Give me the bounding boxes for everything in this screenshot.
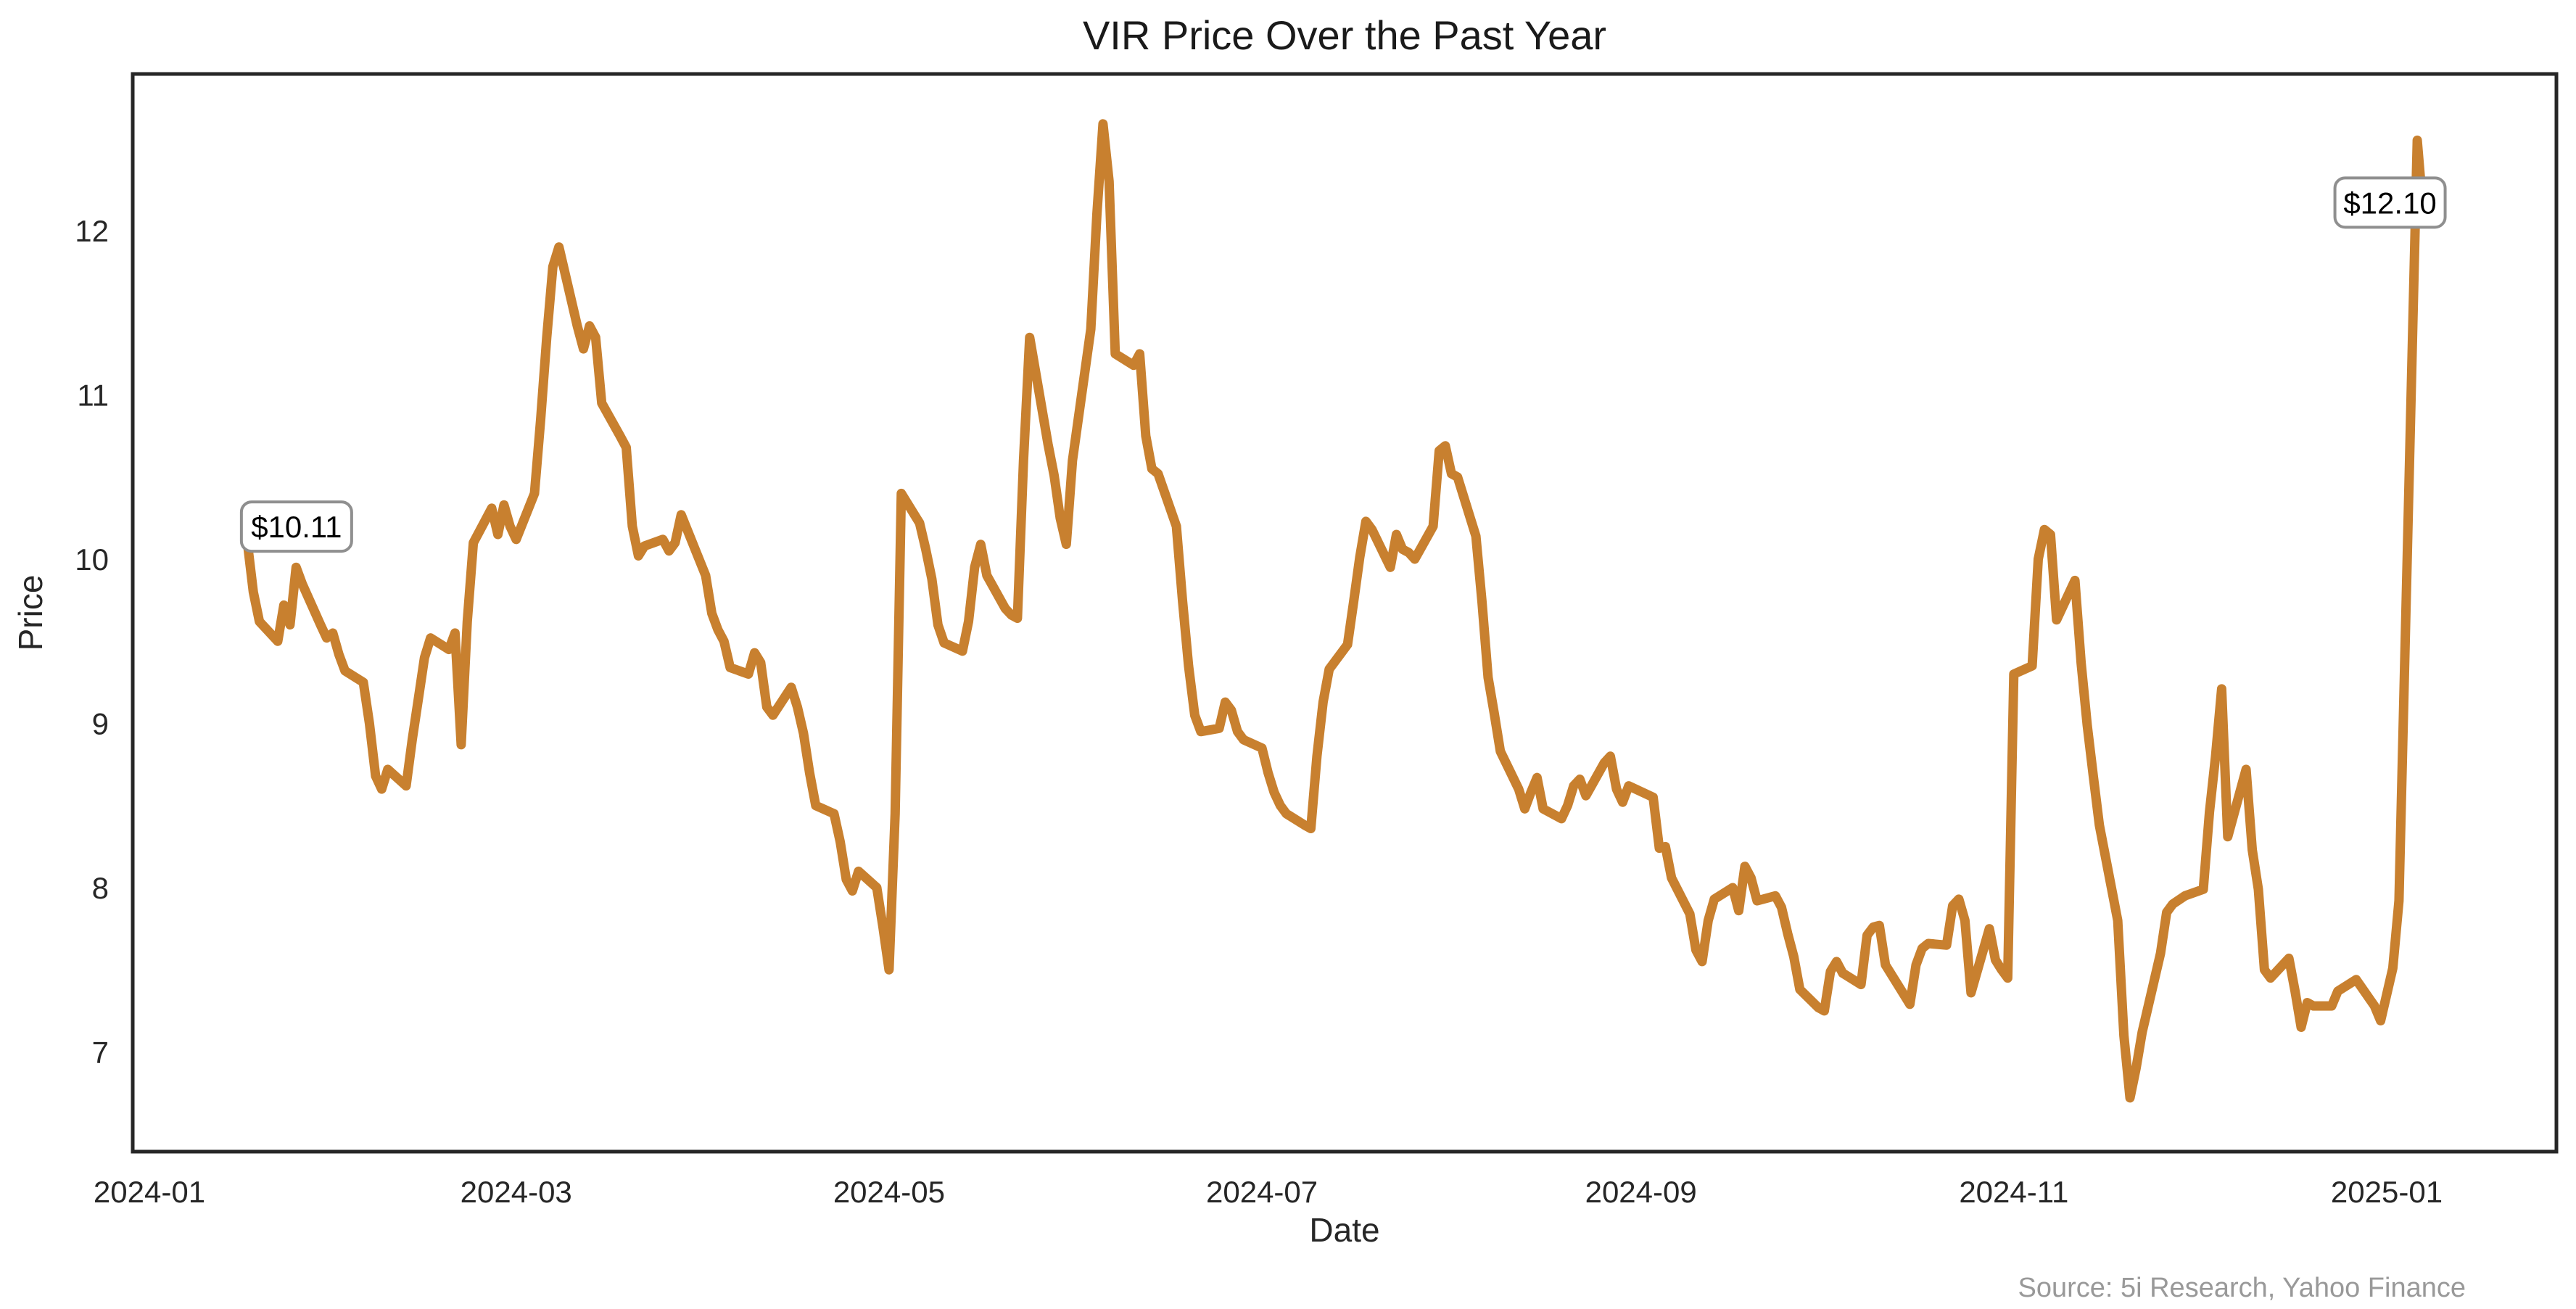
x-tick-label: 2024-09 (1585, 1175, 1697, 1209)
value-annotations: $10.11 $12.10 (239, 176, 2447, 553)
x-axis-tick-labels: 2024-01 2024-03 2024-05 2024-07 2024-09 2024-… (94, 1175, 2443, 1209)
y-tick-label: 10 (75, 542, 109, 577)
y-tick-label: 12 (75, 214, 109, 248)
annotation-box (2333, 176, 2447, 229)
x-tick-label: 2024-03 (461, 1175, 572, 1209)
x-tick-label: 2024-05 (833, 1175, 945, 1209)
y-axis-tick-labels: 12 11 10 9 8 7 (75, 214, 109, 1070)
x-axis-label: Date (1309, 1211, 1379, 1249)
source-note: Source: 5i Research, Yahoo Finance (2018, 1273, 2466, 1303)
y-tick-label: 7 (92, 1036, 109, 1070)
y-axis-label: Price (12, 575, 49, 651)
plot-border (131, 72, 2559, 1154)
y-tick-label: 8 (92, 871, 109, 905)
x-tick-label: 2024-11 (1959, 1175, 2068, 1209)
annotation-value: $10.11 (251, 510, 342, 544)
y-tick-label: 11 (77, 379, 109, 413)
annotation-value: $12.10 (2343, 186, 2436, 220)
price-line-series (242, 119, 2429, 1103)
annotation-box (239, 500, 353, 553)
x-tick-label: 2024-01 (94, 1175, 205, 1209)
y-tick-label: 9 (92, 707, 109, 741)
x-tick-label: 2024-07 (1206, 1175, 1318, 1209)
x-tick-label: 2025-01 (2331, 1175, 2443, 1209)
chart-title: VIR Price Over the Past Year (1083, 12, 1606, 58)
